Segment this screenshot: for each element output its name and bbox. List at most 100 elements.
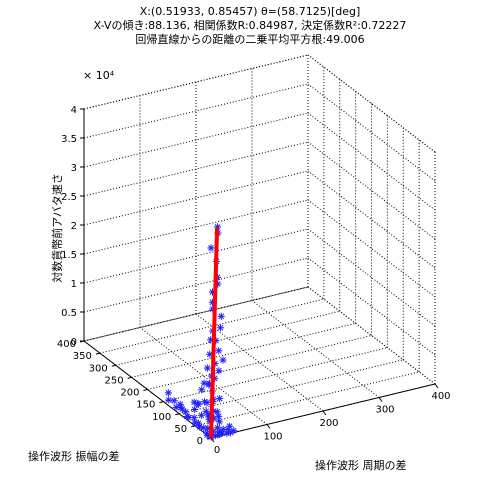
- x-tick-mark: [266, 424, 271, 429]
- y-tick-mark: [159, 401, 164, 404]
- box-edge: [83, 54, 309, 110]
- z-exponent-label: × 10⁴: [83, 69, 115, 82]
- data-point-stroke: [215, 347, 222, 354]
- data-point: [195, 423, 204, 431]
- z-tick-label: 2: [71, 221, 77, 232]
- data-point: [203, 364, 211, 372]
- y-tick-mark: [127, 376, 132, 379]
- grid-line-z-right: [307, 170, 436, 269]
- data-point-stroke: [201, 398, 208, 405]
- data-point-stroke: [220, 357, 226, 363]
- y-tick-label: 300: [89, 363, 108, 374]
- z-tick-label: 1.5: [61, 250, 77, 261]
- data-point-stroke: [165, 397, 172, 403]
- y-tick-label: 50: [174, 424, 187, 435]
- data-point-stroke: [218, 313, 225, 320]
- x-tick-label: 200: [319, 418, 338, 429]
- data-point: [191, 419, 199, 427]
- z-tick-label: 0: [71, 337, 77, 348]
- data-point: [215, 418, 223, 426]
- grid-line-y-floor: [179, 359, 404, 415]
- y-tick-mark: [143, 389, 148, 391]
- data-point: [207, 244, 215, 252]
- data-point: [164, 389, 172, 397]
- grid-line-z-right: [307, 83, 436, 182]
- x-tick-mark: [378, 397, 383, 402]
- data-point-stroke: [191, 414, 198, 421]
- x-tick-label: 300: [375, 405, 394, 416]
- data-point: [191, 405, 199, 414]
- data-point: [215, 430, 223, 438]
- data-point-stroke: [230, 427, 237, 434]
- y-tick-mark: [175, 413, 180, 416]
- grid-line-y-floor: [83, 286, 309, 342]
- regression-line-segment: [209, 227, 220, 439]
- z-axis-label: 対数貨幣前アバタ速さ: [50, 173, 64, 283]
- z-tick-label: 1: [71, 279, 77, 290]
- y-tick-label: 350: [73, 351, 92, 362]
- x-axis-label: 操作波形 周期の差: [315, 458, 407, 472]
- grid-line-z-back: [83, 170, 309, 226]
- data-point-stroke: [173, 404, 180, 411]
- data-point: [219, 425, 227, 433]
- data-point-stroke: [215, 367, 222, 374]
- data-point: [200, 398, 209, 406]
- data-point-stroke: [171, 397, 178, 404]
- regression-line: [209, 227, 220, 439]
- grid-line-y-floor: [131, 322, 356, 378]
- data-point-stroke: [200, 424, 207, 431]
- data-point-stroke: [191, 399, 198, 406]
- grid-line-y-floor: [115, 310, 340, 366]
- data-point-stroke: [192, 419, 198, 426]
- grid-line-y-floor: [99, 298, 324, 354]
- data-point-stroke: [195, 401, 202, 408]
- title-line-2: X-Vの傾き:88.136, 相関係数R:0.84987, 決定係数R²:0.7…: [94, 18, 407, 32]
- y-tick-label: 250: [105, 375, 124, 386]
- x-tick-mark: [434, 383, 439, 389]
- y-tick-mark: [111, 364, 116, 367]
- data-point-stroke: [217, 324, 224, 331]
- grid: [83, 54, 436, 439]
- data-point-stroke: [214, 408, 221, 415]
- data-point: [216, 394, 224, 403]
- grid-line-z-back: [83, 228, 309, 284]
- data-point: [195, 400, 203, 408]
- z-tick-label: 3.5: [61, 134, 77, 145]
- data-point: [230, 427, 238, 435]
- data-point: [197, 411, 205, 419]
- data-point: [215, 367, 223, 375]
- grid-line-z-back: [83, 112, 309, 168]
- data-point-stroke: [215, 413, 222, 420]
- title-line-1: X:(0.51933, 0.85457) θ=(58.7125)[deg]: [140, 5, 361, 18]
- grid-line-y-floor: [147, 335, 372, 390]
- data-point-stroke: [198, 386, 205, 393]
- data-point-stroke: [216, 418, 223, 425]
- data-points: [164, 223, 238, 441]
- data-point-stroke: [208, 245, 214, 251]
- y-tick-mark: [191, 425, 196, 428]
- data-point: [215, 347, 223, 355]
- y-tick-label: 400: [57, 339, 76, 350]
- data-point-stroke: [203, 408, 210, 415]
- z-tick-label: 2.5: [61, 192, 77, 203]
- data-point: [225, 422, 234, 430]
- grid-line-z-back: [83, 199, 309, 255]
- grid-line-y-floor: [195, 371, 420, 427]
- data-point: [214, 412, 223, 420]
- x-tick-mark: [322, 410, 327, 416]
- grid-line-z-back: [83, 83, 309, 139]
- grid-line-y-floor: [163, 347, 388, 403]
- y-tick-label: 0: [197, 436, 203, 447]
- data-point-stroke: [214, 424, 221, 431]
- y-tick-label: 200: [120, 388, 139, 399]
- z-tick-label: 4: [71, 105, 77, 116]
- data-point: [216, 324, 225, 332]
- data-point: [202, 407, 210, 415]
- y-tick-label: 150: [136, 400, 155, 411]
- data-point: [165, 396, 173, 404]
- data-point-stroke: [165, 389, 172, 396]
- chart-title: X:(0.51933, 0.85457) θ=(58.7125)[deg] X-…: [94, 5, 407, 46]
- grid-line-z-back: [83, 257, 309, 313]
- x-tick-label: 400: [431, 391, 450, 402]
- data-point-stroke: [216, 395, 223, 402]
